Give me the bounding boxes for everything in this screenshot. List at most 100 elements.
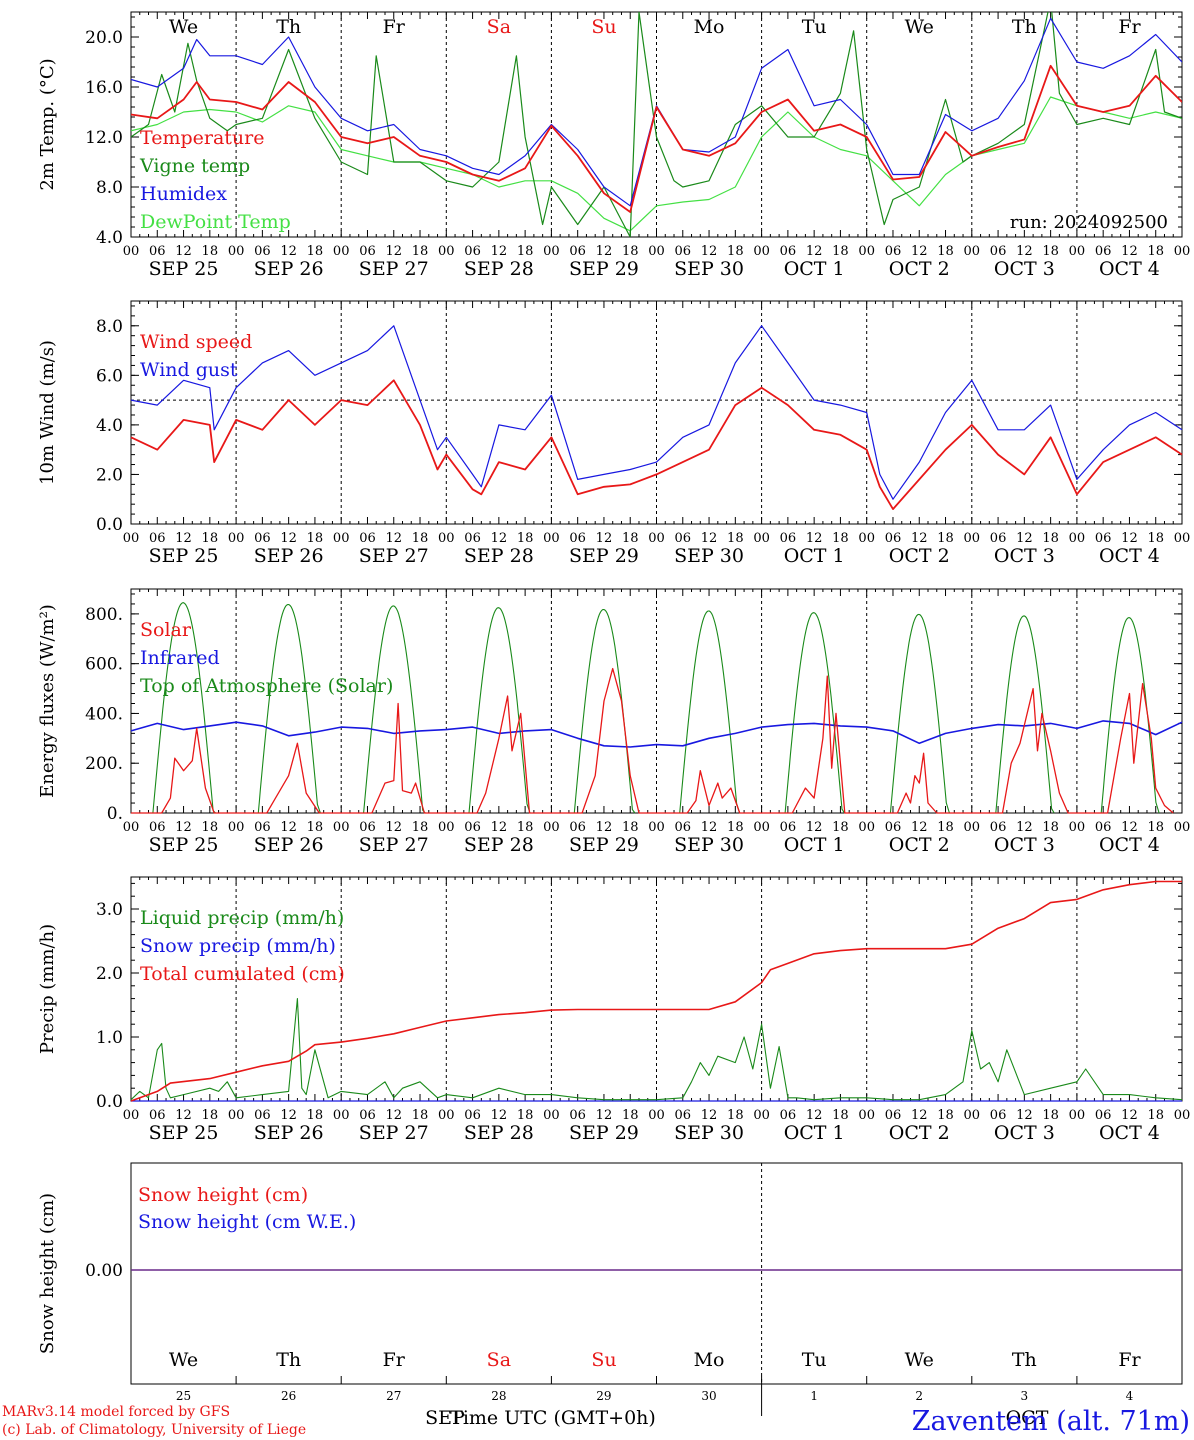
day-name: Th <box>276 16 301 38</box>
date-label: SEP 25 <box>149 1122 219 1144</box>
hour-label: 18 <box>412 531 429 546</box>
date-label: OCT 1 <box>784 258 845 280</box>
hour-label: 12 <box>280 1108 297 1123</box>
date-label: OCT 4 <box>1099 258 1160 280</box>
hour-label: 00 <box>123 820 140 835</box>
hour-label: 06 <box>1095 244 1112 259</box>
hour-label: 06 <box>569 531 586 546</box>
hour-label: 18 <box>727 820 744 835</box>
date-label: OCT 3 <box>994 834 1055 856</box>
footer-model-credit: MARv3.14 model forced by GFS <box>2 1404 230 1420</box>
day-number: 26 <box>281 1389 296 1403</box>
y-axis-label: 2m Temp. (°C) <box>37 58 58 190</box>
hour-label: 00 <box>648 820 665 835</box>
hour-label: 06 <box>990 820 1007 835</box>
hour-label: 18 <box>727 531 744 546</box>
hour-label: 12 <box>596 531 613 546</box>
hour-label: 06 <box>569 244 586 259</box>
day-name-bottom: Th <box>1012 1349 1037 1371</box>
day-name-bottom: We <box>905 1349 934 1371</box>
day-name: Fr <box>383 16 406 38</box>
hour-label: 18 <box>517 244 534 259</box>
day-name-bottom: We <box>169 1349 198 1371</box>
hour-label: 00 <box>543 531 560 546</box>
hour-label: 00 <box>228 244 245 259</box>
hour-label: 00 <box>858 820 875 835</box>
toa-solar-day <box>1099 617 1160 814</box>
hour-label: 00 <box>123 531 140 546</box>
y-tick-label: 8.0 <box>96 178 123 198</box>
day-name: We <box>905 16 934 38</box>
month-label-sep: SEP <box>425 1407 465 1429</box>
hour-label: 00 <box>1069 244 1086 259</box>
date-label: OCT 1 <box>784 834 845 856</box>
y-axis-label: 10m Wind (m/s) <box>37 340 58 485</box>
date-label: OCT 3 <box>994 545 1055 567</box>
day-number: 30 <box>701 1389 716 1403</box>
day-name: Su <box>591 16 616 38</box>
day-number: 28 <box>491 1389 506 1403</box>
hour-label: 00 <box>1069 531 1086 546</box>
hour-label: 06 <box>885 244 902 259</box>
y-tick-label: 0.0 <box>96 1092 123 1112</box>
series-line-vigne-temp <box>131 12 1182 237</box>
hour-label: 12 <box>385 1108 402 1123</box>
hour-label: 06 <box>254 820 271 835</box>
hour-label: 18 <box>937 244 954 259</box>
y-tick-label: 20.0 <box>85 28 123 48</box>
hour-label: 18 <box>202 531 219 546</box>
date-label: SEP 27 <box>359 258 429 280</box>
hour-label: 12 <box>596 1108 613 1123</box>
hour-label: 06 <box>780 1108 797 1123</box>
hour-label: 00 <box>333 531 350 546</box>
hour-label: 18 <box>622 244 639 259</box>
hour-label: 18 <box>1042 1108 1059 1123</box>
series-line-wind-gust <box>130 325 1183 500</box>
hour-label: 00 <box>438 1108 455 1123</box>
hour-label: 06 <box>359 244 376 259</box>
toa-solar-day <box>782 612 845 814</box>
hour-label: 12 <box>911 1108 928 1123</box>
hour-label: 12 <box>1016 531 1033 546</box>
hour-label: 12 <box>1016 1108 1033 1123</box>
date-label: SEP 28 <box>464 545 534 567</box>
hour-label: 18 <box>622 531 639 546</box>
day-name-bottom: Tu <box>802 1349 827 1371</box>
panel-3: 00 06 12 18 00 06 12 18 00 06 12 18 00 06 12 18 00 06 12 18… <box>37 588 1190 856</box>
hour-label: 00 <box>123 244 140 259</box>
date-label: SEP 25 <box>149 545 219 567</box>
hour-label: 12 <box>701 244 718 259</box>
hour-label: 06 <box>569 1108 586 1123</box>
hour-label: 06 <box>675 244 692 259</box>
date-label: SEP 28 <box>464 258 534 280</box>
day-number: 4 <box>1126 1389 1134 1403</box>
panel-frame <box>130 588 1183 814</box>
hour-label: 00 <box>858 1108 875 1123</box>
date-label: OCT 1 <box>784 545 845 567</box>
hour-label: 00 <box>543 244 560 259</box>
day-number: 29 <box>596 1389 611 1403</box>
date-label: SEP 30 <box>674 834 744 856</box>
day-name-bottom: Su <box>591 1349 616 1371</box>
day-name-bottom: Mo <box>694 1349 725 1371</box>
hour-label: 06 <box>359 1108 376 1123</box>
date-label: SEP 25 <box>149 258 219 280</box>
hour-label: 00 <box>1174 244 1191 259</box>
hour-label: 12 <box>1121 531 1138 546</box>
hour-label: 12 <box>911 244 928 259</box>
hour-label: 18 <box>832 1108 849 1123</box>
date-label: OCT 4 <box>1099 834 1160 856</box>
hour-label: 12 <box>701 1108 718 1123</box>
hour-label: 12 <box>701 820 718 835</box>
hour-label: 18 <box>202 820 219 835</box>
hour-label: 00 <box>648 1108 665 1123</box>
hour-label: 18 <box>1147 820 1164 835</box>
hour-label: 12 <box>175 531 192 546</box>
hour-label: 18 <box>1042 244 1059 259</box>
hour-label: 06 <box>885 820 902 835</box>
day-number: 3 <box>1021 1389 1029 1403</box>
date-label: SEP 29 <box>569 545 639 567</box>
day-name: We <box>169 16 198 38</box>
y-tick-label: 0. <box>107 804 123 824</box>
date-label: SEP 29 <box>569 258 639 280</box>
